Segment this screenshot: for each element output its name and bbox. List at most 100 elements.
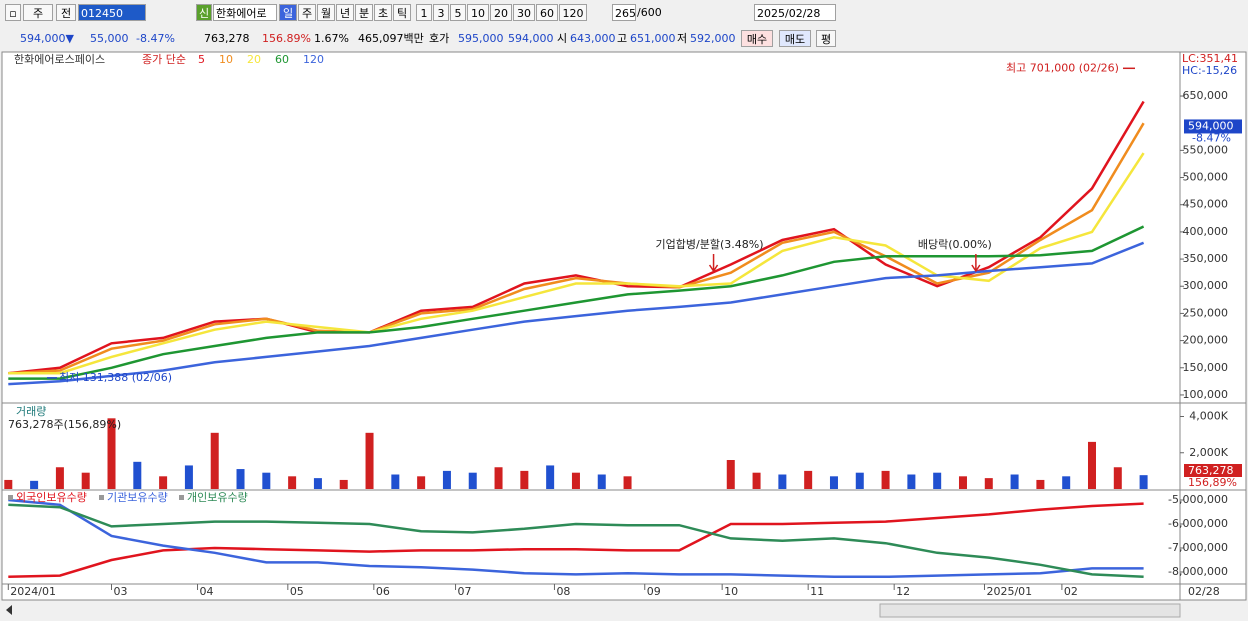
volume-bar bbox=[262, 472, 271, 489]
volume-bar bbox=[778, 474, 787, 489]
volume-bar bbox=[829, 476, 838, 489]
volume-bar bbox=[726, 460, 735, 489]
x-tick-label: 05 bbox=[290, 585, 304, 598]
sell-button[interactable]: 매도 bbox=[779, 30, 811, 47]
interval-button[interactable]: 월 bbox=[317, 4, 335, 21]
volume-bar bbox=[184, 465, 193, 489]
minute-button[interactable]: 30 bbox=[513, 4, 535, 21]
minute-button[interactable]: 3 bbox=[433, 4, 449, 21]
date-input[interactable]: 2025/02/28 bbox=[754, 4, 836, 21]
x-tick-label: 12 bbox=[896, 585, 910, 598]
lc-label: LC:351,41 bbox=[1182, 52, 1238, 65]
volume-bar bbox=[30, 480, 39, 489]
x-end-label: 02/28 bbox=[1188, 585, 1220, 598]
last-price-box bbox=[1184, 119, 1242, 134]
y-tick-label: 650,000 bbox=[1183, 89, 1229, 102]
y-tick-label: 450,000 bbox=[1183, 198, 1229, 211]
amount: 465,097백만 bbox=[358, 32, 424, 45]
volume-bar bbox=[133, 461, 142, 489]
interval-button[interactable]: 년 bbox=[336, 4, 354, 21]
turnover: 1.67% bbox=[314, 32, 349, 45]
y-tick-label: 200,000 bbox=[1183, 334, 1229, 347]
stock-name: 한화에어로 bbox=[213, 4, 277, 21]
minute-button[interactable]: 60 bbox=[536, 4, 558, 21]
last-price-label: 594,000 bbox=[1188, 119, 1234, 132]
volume-bar bbox=[1036, 479, 1045, 489]
series-line bbox=[8, 225, 1145, 380]
legend-entry: 5 bbox=[198, 53, 205, 66]
volume-bar bbox=[1113, 467, 1122, 489]
series-line bbox=[8, 122, 1145, 375]
volume-bar bbox=[210, 432, 219, 489]
minute-button[interactable]: 1 bbox=[416, 4, 432, 21]
volume-bar bbox=[55, 467, 64, 489]
minute-button[interactable]: 10 bbox=[467, 4, 489, 21]
volume-bar bbox=[1010, 474, 1019, 489]
menu-button[interactable]: ▫ bbox=[5, 4, 21, 21]
bid: 594,000 bbox=[508, 32, 554, 45]
volume-bar bbox=[752, 472, 761, 489]
legend-entry: 10 bbox=[219, 53, 233, 66]
low: 592,000 bbox=[690, 32, 736, 45]
count[interactable]: 265 bbox=[612, 4, 636, 21]
open: 643,000 bbox=[570, 32, 616, 45]
code-input[interactable]: 012450 bbox=[78, 4, 146, 21]
y-tick-label: 250,000 bbox=[1183, 306, 1229, 319]
event-arrow bbox=[708, 254, 719, 273]
x-tick-label: 10 bbox=[724, 585, 738, 598]
minute-button[interactable]: 120 bbox=[559, 4, 587, 21]
y-tick-label: 150,000 bbox=[1183, 361, 1229, 374]
minute-button[interactable]: 5 bbox=[450, 4, 466, 21]
buy-button[interactable]: 매수 bbox=[741, 30, 773, 47]
series-line bbox=[8, 502, 1144, 579]
y-tick-label: -7,000,000 bbox=[1168, 541, 1228, 554]
interval-button[interactable]: 일 bbox=[279, 4, 297, 21]
last-volume-label: 763,278 bbox=[1188, 464, 1234, 477]
last-change-label: -8.47% bbox=[1192, 131, 1231, 144]
legend-entry: 외국인보유수량 bbox=[16, 491, 87, 504]
volume-bar bbox=[907, 474, 916, 489]
change: 55,000 bbox=[90, 32, 129, 45]
volume-bar bbox=[442, 470, 451, 489]
annotation: 최고 701,000 (02/26) bbox=[1006, 61, 1119, 74]
chart-frame bbox=[1, 51, 1247, 601]
legend-swatch bbox=[179, 495, 184, 500]
volume-bar bbox=[159, 476, 168, 489]
panel-title: 거래량 bbox=[16, 405, 46, 418]
avg-button[interactable]: 평 bbox=[816, 30, 836, 47]
volume-bar bbox=[881, 470, 890, 489]
indicator-name: 종가 단순 bbox=[142, 53, 186, 66]
legend-entry: 60 bbox=[275, 53, 289, 66]
volume-bar bbox=[1087, 441, 1096, 489]
open-label: 시 bbox=[557, 32, 568, 45]
panel-subtitle: 763,278주(156,89%) bbox=[8, 418, 121, 431]
last-volume-box bbox=[1184, 464, 1242, 477]
mode-button[interactable]: 전 bbox=[56, 4, 76, 21]
volume-bar bbox=[520, 470, 529, 489]
minute-button[interactable]: 20 bbox=[490, 4, 512, 21]
interval-button[interactable]: 분 bbox=[355, 4, 373, 21]
y-tick-label: 550,000 bbox=[1183, 143, 1229, 156]
interval-button[interactable]: 초 bbox=[374, 4, 392, 21]
legend-swatch bbox=[8, 495, 13, 500]
interval-button[interactable]: 틱 bbox=[393, 4, 411, 21]
volume-bar bbox=[855, 472, 864, 489]
y-tick-label: -8,000,000 bbox=[1168, 565, 1228, 578]
high: 651,000 bbox=[630, 32, 676, 45]
x-tick-label: 03 bbox=[114, 585, 128, 598]
y-tick-label: 2,000K bbox=[1189, 446, 1228, 459]
y-tick-label: 350,000 bbox=[1183, 252, 1229, 265]
scroll-controls[interactable] bbox=[879, 603, 1181, 618]
legend-entry: 120 bbox=[303, 53, 324, 66]
price: 594,000▼ bbox=[20, 32, 74, 45]
scroll-left[interactable] bbox=[6, 605, 12, 615]
interval-button[interactable]: 주 bbox=[298, 4, 316, 21]
y-tick-label: -6,000,000 bbox=[1168, 517, 1228, 530]
x-tick-label: 2025/01 bbox=[986, 585, 1032, 598]
series-line bbox=[8, 503, 1144, 579]
period-unit[interactable]: 주 bbox=[23, 4, 53, 21]
change-pct: -8.47% bbox=[136, 32, 175, 45]
volume: 763,278 bbox=[204, 32, 250, 45]
